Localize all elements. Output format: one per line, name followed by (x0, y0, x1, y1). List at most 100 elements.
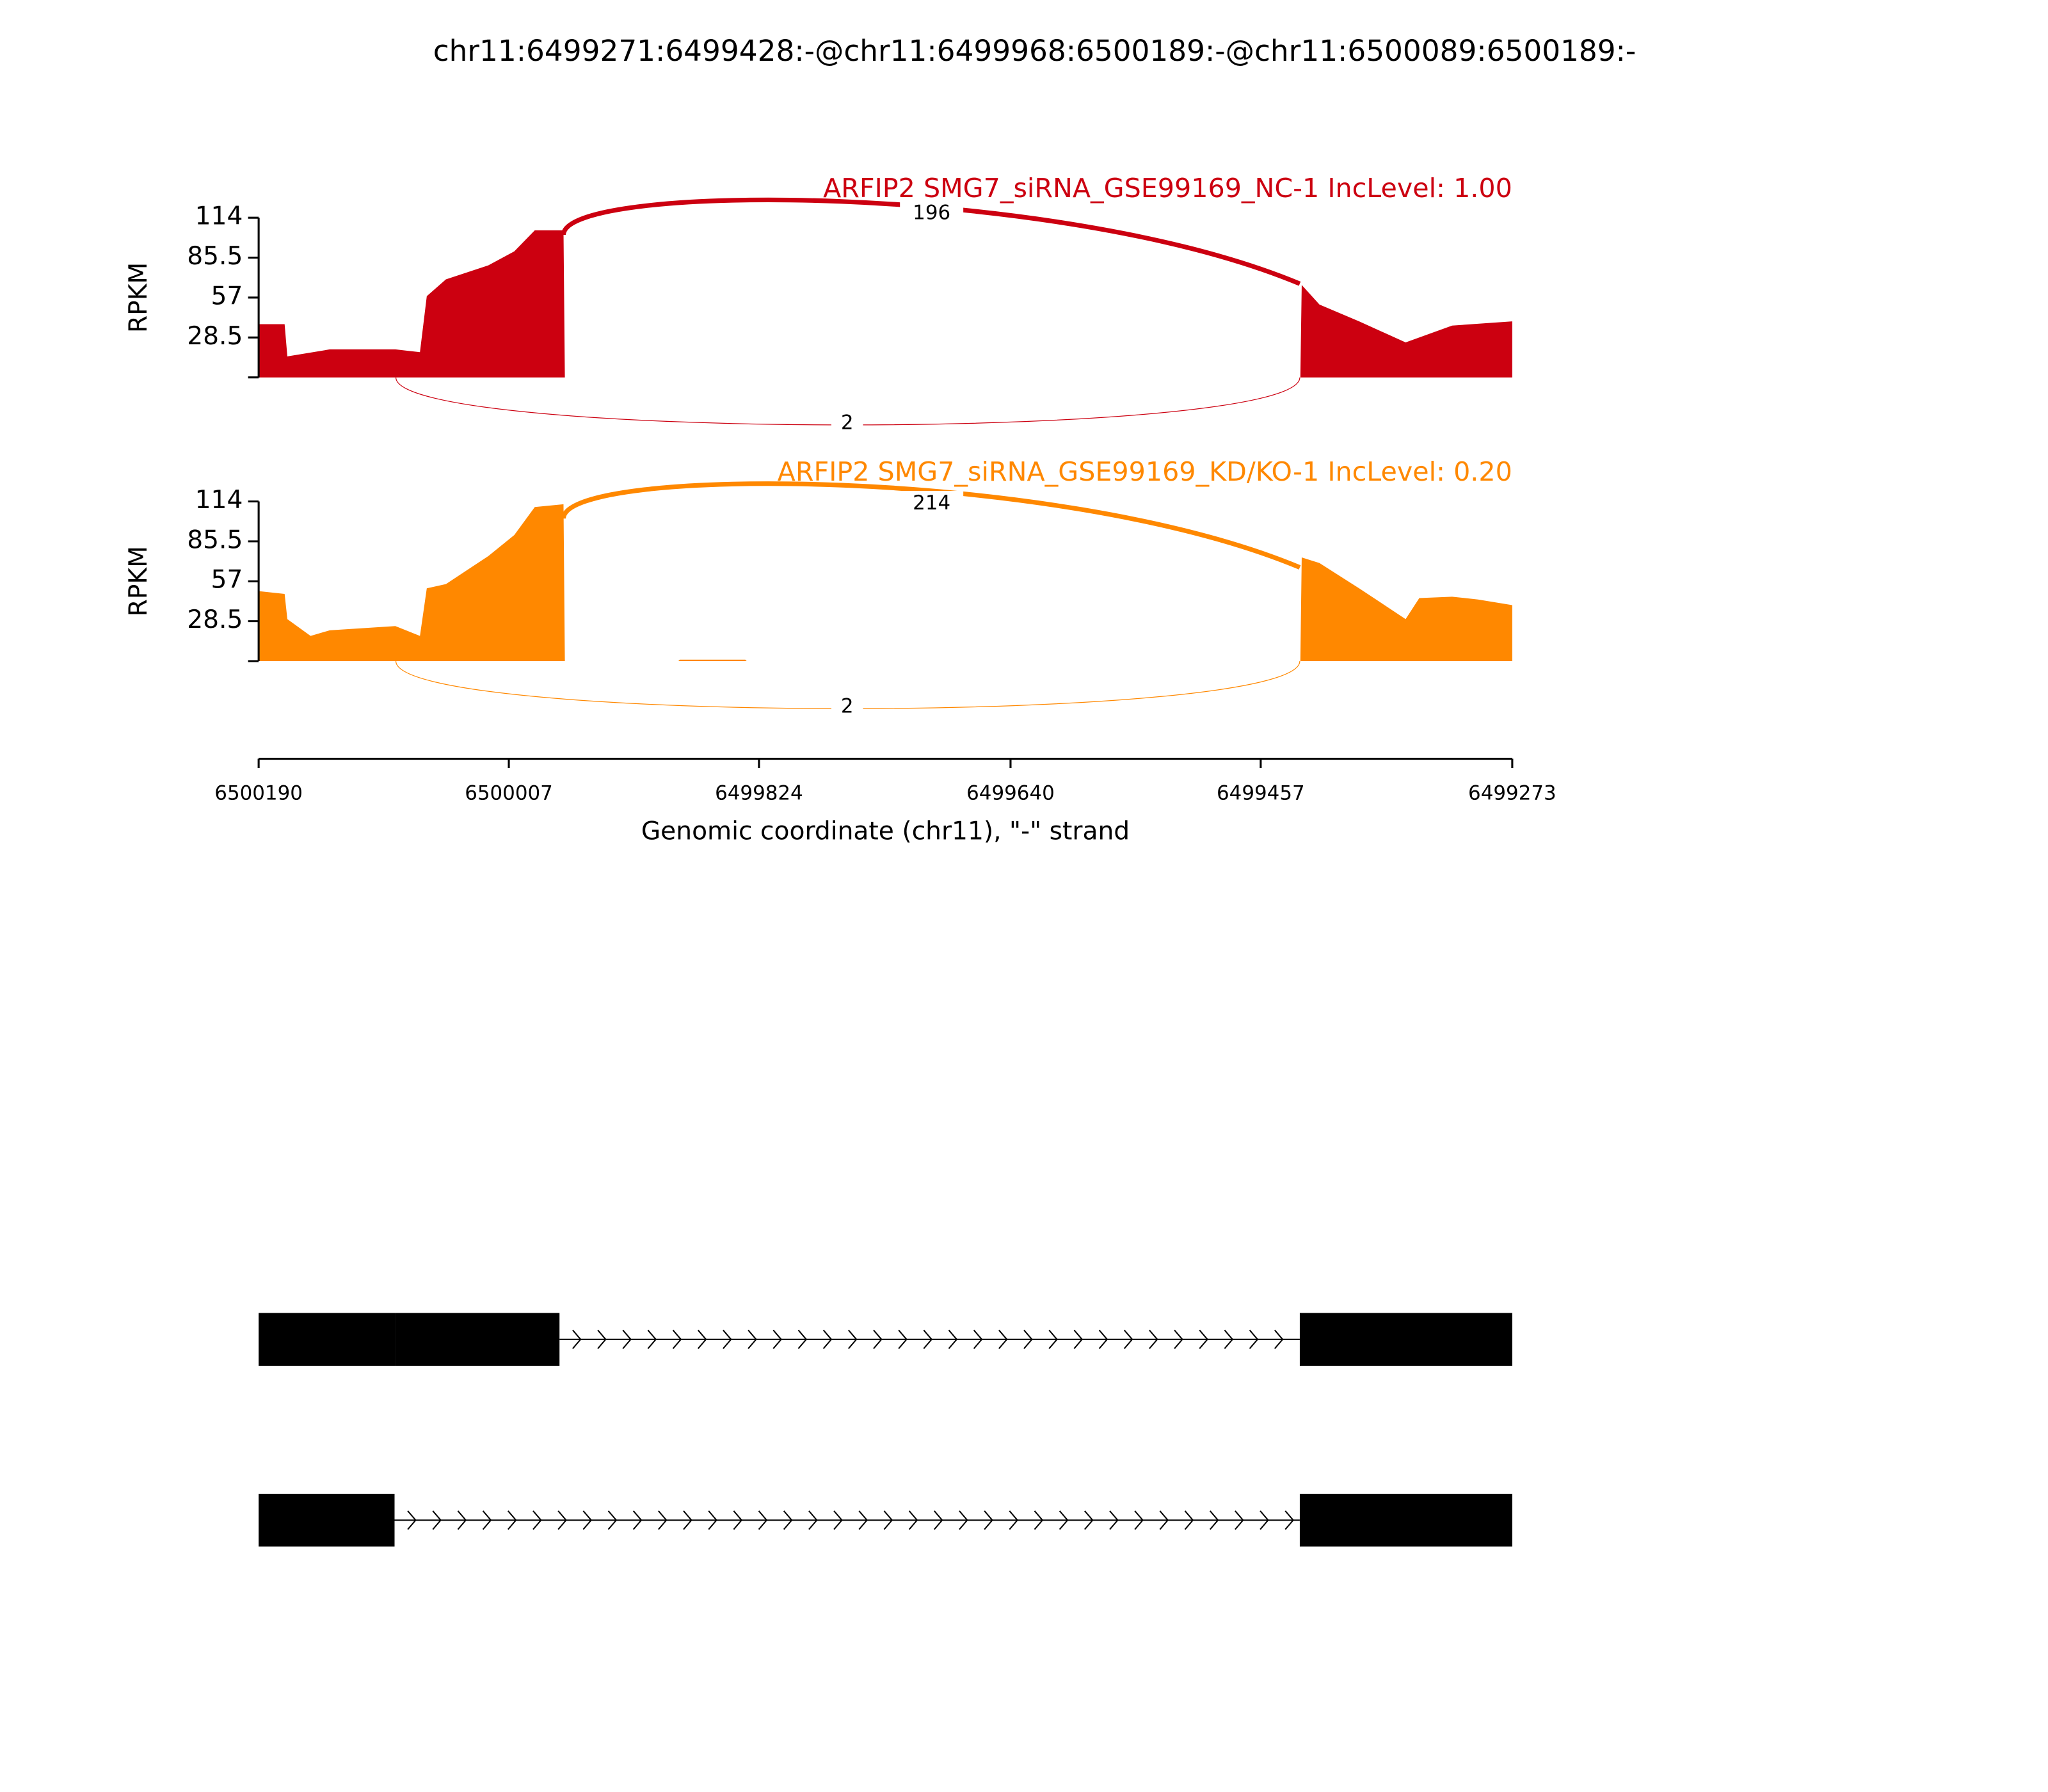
strand-chevron (934, 1510, 943, 1530)
strand-chevron (1274, 1329, 1284, 1349)
panel-title: ARFIP2 SMG7_siRNA_GSE99169_NC-1 IncLevel… (823, 173, 1512, 204)
strand-chevron (948, 1329, 958, 1349)
exon (1299, 1494, 1512, 1547)
strand-chevron (508, 1510, 517, 1530)
strand-chevron (1134, 1510, 1144, 1530)
x-tick-label: 6499824 (715, 782, 803, 805)
y-tick-label: 85.5 (187, 242, 243, 271)
coverage-area (259, 230, 1512, 378)
y-tick-label: 114 (195, 486, 243, 515)
strand-chevron (1284, 1510, 1294, 1530)
y-tick-label: 57 (211, 282, 243, 310)
strand-chevron (1073, 1329, 1084, 1349)
y-axis-label: RPKM (124, 262, 153, 333)
strand-chevron (808, 1510, 818, 1530)
x-tick-label: 6499457 (1217, 782, 1305, 805)
strand-chevron (833, 1510, 843, 1530)
strand-chevron (1224, 1329, 1234, 1349)
transcript-2 (259, 1494, 1512, 1547)
junction-label: 2 (841, 411, 854, 434)
strand-chevron (1260, 1510, 1269, 1530)
strand-chevron (1023, 1329, 1033, 1349)
y-tick-label: 57 (211, 566, 243, 595)
strand-chevron (632, 1510, 643, 1530)
strand-chevron (1084, 1510, 1094, 1530)
strand-chevron (1235, 1510, 1244, 1530)
strand-chevron (783, 1510, 793, 1530)
junction-label-bg (831, 695, 863, 719)
strand-chevron (708, 1510, 717, 1530)
strand-chevron (647, 1329, 657, 1349)
strand-chevron (572, 1329, 582, 1349)
x-tick-label: 6500007 (465, 782, 553, 805)
strand-chevron (1249, 1329, 1259, 1349)
strand-chevron (847, 1329, 858, 1349)
x-tick-label: 6500190 (214, 782, 303, 805)
exon (259, 1313, 396, 1366)
strand-chevron (959, 1510, 968, 1530)
strand-chevron (1199, 1329, 1208, 1349)
strand-chevron (1109, 1510, 1119, 1530)
x-tick-label: 6499640 (966, 782, 1055, 805)
exon (259, 1494, 395, 1547)
x-tick-label: 6499273 (1468, 782, 1556, 805)
strand-chevron (607, 1510, 618, 1530)
strand-chevron (723, 1329, 732, 1349)
strand-chevron (1034, 1510, 1044, 1530)
exon (396, 1313, 560, 1366)
strand-chevron (1048, 1329, 1058, 1349)
y-axis-label: RPKM (124, 546, 153, 616)
strand-chevron (582, 1510, 593, 1530)
strand-chevron (697, 1329, 707, 1349)
strand-chevron (658, 1510, 668, 1530)
junction-arc (561, 481, 1301, 570)
strand-chevron (822, 1329, 833, 1349)
strand-chevron (1123, 1329, 1133, 1349)
junction-label: 214 (913, 492, 950, 515)
strand-chevron (1209, 1510, 1219, 1530)
strand-chevron (1149, 1329, 1158, 1349)
strand-chevron (873, 1329, 883, 1349)
junction-label-bg (900, 491, 964, 515)
exon (1299, 1313, 1512, 1366)
strand-chevron (772, 1329, 782, 1349)
junction-label: 196 (913, 202, 950, 225)
strand-chevron (1159, 1510, 1169, 1530)
strand-chevron (557, 1510, 567, 1530)
coverage-area (259, 504, 1512, 661)
strand-chevron (672, 1329, 682, 1349)
strand-chevron (1184, 1510, 1194, 1530)
strand-chevron (797, 1329, 808, 1349)
strand-chevron (883, 1510, 893, 1530)
strand-chevron (1059, 1510, 1069, 1530)
strand-chevron (758, 1510, 768, 1530)
strand-chevron (683, 1510, 692, 1530)
junction-arc (561, 197, 1301, 286)
junction-label-bg (900, 200, 964, 225)
y-tick-label: 85.5 (187, 525, 243, 554)
strand-chevron (622, 1329, 632, 1349)
strand-chevron (597, 1329, 607, 1349)
strand-chevron (973, 1329, 983, 1349)
strand-chevron (1174, 1329, 1183, 1349)
panel-title: ARFIP2 SMG7_siRNA_GSE99169_KD/KO-1 IncLe… (778, 456, 1512, 487)
y-tick-label: 114 (195, 202, 243, 231)
strand-chevron (1009, 1510, 1019, 1530)
strand-chevron (858, 1510, 868, 1530)
strand-chevron (432, 1510, 442, 1530)
strand-chevron (733, 1510, 743, 1530)
strand-chevron (923, 1329, 933, 1349)
junction-label: 2 (841, 695, 854, 718)
strand-chevron (457, 1510, 467, 1530)
strand-chevron (998, 1329, 1008, 1349)
figure-title: chr11:6499271:6499428:-@chr11:6499968:65… (433, 34, 1636, 68)
strand-chevron (908, 1510, 918, 1530)
strand-chevron (748, 1329, 757, 1349)
transcript-1 (259, 1313, 1512, 1366)
strand-chevron (482, 1510, 492, 1530)
strand-chevron (984, 1510, 993, 1530)
x-axis-label: Genomic coordinate (chr11), "-" strand (641, 817, 1130, 846)
strand-chevron (532, 1510, 542, 1530)
junction-label-bg (831, 412, 863, 436)
